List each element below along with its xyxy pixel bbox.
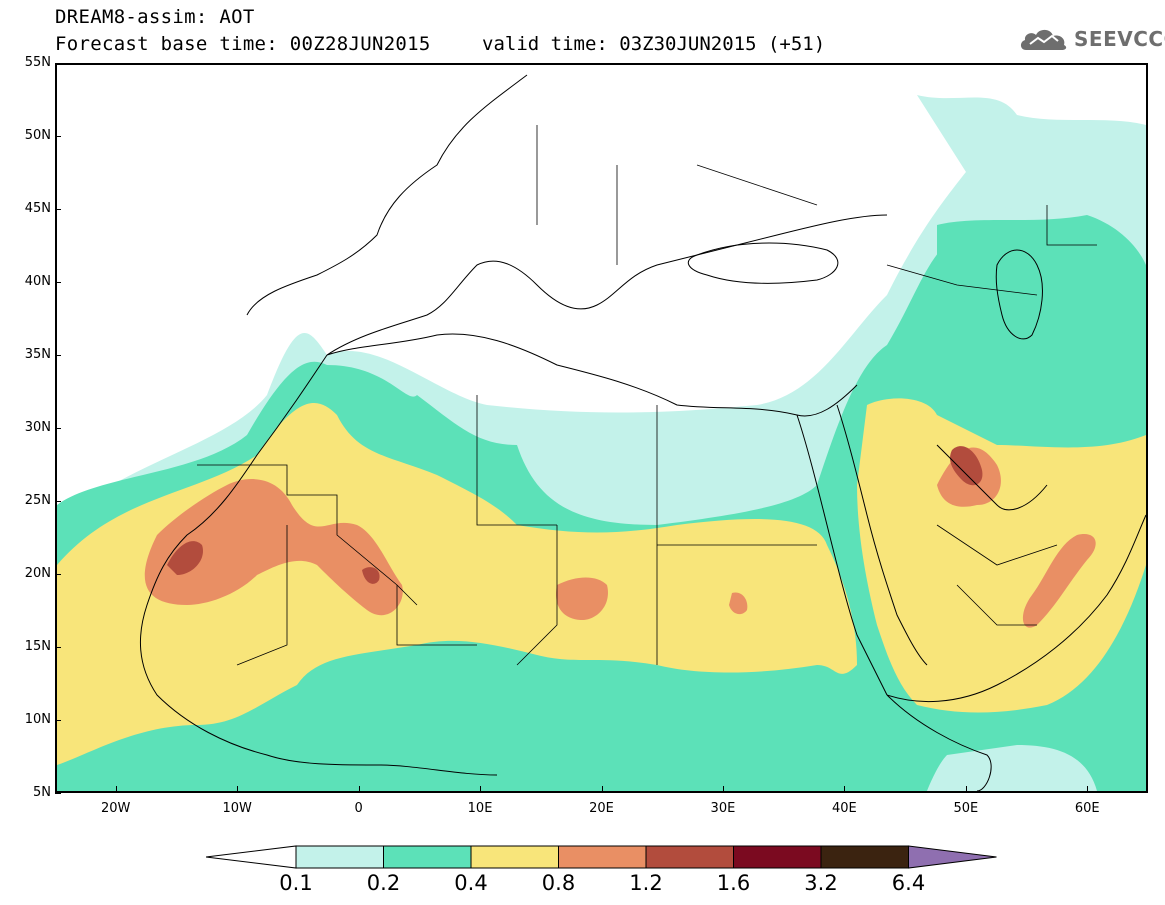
- lat-tick: [55, 136, 61, 137]
- lon-tick: [358, 786, 360, 792]
- colorbar-swatch: [383, 845, 472, 869]
- lon-tick: [844, 786, 846, 792]
- colorbar-swatch: [733, 845, 822, 869]
- aot-band-0.8-chad: [556, 577, 608, 620]
- colorbar-swatch: [558, 845, 647, 869]
- colorbar-label: 6.4: [891, 871, 926, 895]
- lat-label-15N: 15N: [24, 639, 51, 654]
- coastlines: [139, 74, 1146, 791]
- lat-label-40N: 40N: [24, 274, 51, 289]
- lon-label-40E: 40E: [831, 801, 857, 816]
- colorbar-label: 3.2: [804, 871, 838, 895]
- aot-band-0.1-asia: [917, 95, 1146, 215]
- forecast-base-time: Forecast base time: 00Z28JUN2015: [55, 33, 431, 55]
- aot-band-1.2-iraq: [950, 446, 983, 486]
- lat-tick: [55, 647, 61, 648]
- lat-tick: [55, 209, 61, 210]
- colorbar-label: 0.8: [541, 871, 576, 895]
- aot-band-1.2-mali: [362, 567, 380, 584]
- lat-label-20N: 20N: [24, 566, 51, 581]
- valid-time: valid time: 03Z30JUN2015 (+51): [482, 33, 826, 55]
- aot-map: [55, 63, 1148, 793]
- lon-tick: [601, 786, 603, 792]
- colorbar-swatch: [820, 845, 909, 869]
- lat-tick: [55, 574, 61, 575]
- colorbar-upper-triangle: [908, 845, 997, 869]
- aot-band-0.8: [144, 479, 403, 616]
- lon-label-60E: 60E: [1074, 801, 1100, 816]
- lat-tick: [55, 282, 61, 283]
- chart-title: DREAM8-assim: AOT: [55, 6, 255, 28]
- lat-tick: [55, 793, 61, 794]
- colorbar: [206, 845, 997, 869]
- logo-text: SEEVCCC: [1074, 27, 1165, 51]
- borders: [197, 125, 1097, 666]
- colorbar-swatch: [645, 845, 734, 869]
- lon-label-50E: 50E: [953, 801, 979, 816]
- aot-band-0.4-arabia: [857, 398, 1146, 713]
- lat-label-30N: 30N: [24, 420, 51, 435]
- aot-contours: [57, 95, 1146, 791]
- lon-tick: [965, 786, 967, 792]
- colorbar-swatch: [295, 845, 384, 869]
- lon-tick: [722, 786, 724, 792]
- colorbar-swatch: [470, 845, 559, 869]
- colorbar-label: 0.4: [454, 871, 488, 895]
- lat-tick: [55, 501, 61, 502]
- colorbar-label: 0.1: [279, 871, 313, 895]
- lat-label-35N: 35N: [24, 347, 51, 362]
- aot-band-0.8-sudan: [729, 592, 748, 615]
- lon-label-10E: 10E: [467, 801, 493, 816]
- lon-label-30E: 30E: [710, 801, 736, 816]
- lon-tick: [1087, 786, 1089, 792]
- lat-tick: [55, 428, 61, 429]
- lat-tick: [55, 63, 61, 64]
- map-canvas: [57, 74, 1146, 791]
- seevccc-logo: SEEVCCC: [1018, 24, 1165, 54]
- lat-label-55N: 55N: [24, 55, 51, 70]
- colorbar-label: 1.2: [629, 871, 663, 895]
- lon-label-20W: 20W: [101, 801, 131, 816]
- colorbar-label: 1.6: [716, 871, 751, 895]
- lon-label-10W: 10W: [222, 801, 252, 816]
- lat-tick: [55, 720, 61, 721]
- lat-tick: [55, 355, 61, 356]
- lat-label-25N: 25N: [24, 493, 51, 508]
- lon-label-0: 0: [354, 801, 363, 816]
- lon-tick: [115, 786, 117, 792]
- aot-band-0.8-oman: [1022, 534, 1096, 628]
- colorbar-lower-triangle: [206, 845, 297, 869]
- aot-band-1.2: [167, 541, 203, 575]
- lat-label-50N: 50N: [24, 128, 51, 143]
- lon-label-20E: 20E: [589, 801, 614, 816]
- lon-tick: [237, 786, 239, 792]
- lat-label-10N: 10N: [24, 712, 51, 727]
- colorbar-label: 0.2: [366, 871, 401, 895]
- lat-label-45N: 45N: [24, 201, 51, 216]
- lon-tick: [480, 786, 482, 792]
- cloud-icon: [1020, 29, 1067, 50]
- lat-label-5N: 5N: [33, 785, 51, 800]
